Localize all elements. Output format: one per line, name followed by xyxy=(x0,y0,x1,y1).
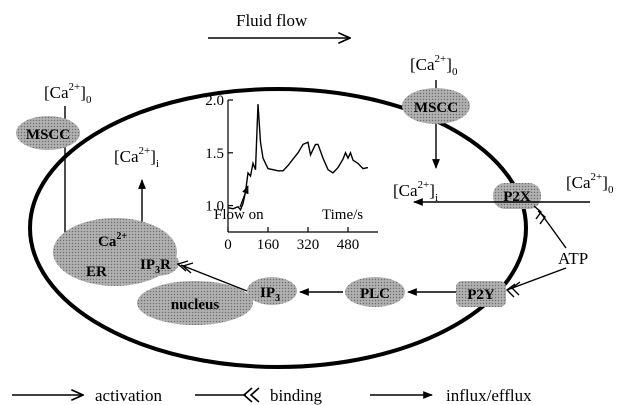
nucleus xyxy=(137,281,253,325)
plc-node xyxy=(345,277,405,307)
inset-y-ticks: 2.0 1.5 1.0 xyxy=(205,93,233,215)
external-ca-top: [Ca2+]0 xyxy=(410,53,458,78)
inset-flow-on-label: Flow on xyxy=(214,207,264,223)
ip3-binding-line xyxy=(180,264,248,292)
fluid-flow-label: Fluid flow xyxy=(236,11,308,30)
mscc-right-channel xyxy=(402,88,470,124)
atp-p2y-chevron-2 xyxy=(510,281,521,296)
inset-x-tick-label: 320 xyxy=(297,237,320,253)
mscc-left-label: MSCC xyxy=(26,127,70,143)
atp-to-p2y-line xyxy=(506,267,567,291)
legend-influx-label: influx/efflux xyxy=(446,386,532,405)
plc-label: PLC xyxy=(360,286,390,302)
inset-y-tick-label: 1.0 xyxy=(205,199,224,215)
legend: activation binding influx/efflux xyxy=(12,386,532,405)
inset-x-tick-label: 0 xyxy=(224,237,232,253)
external-ca-right: [Ca2+]0 xyxy=(566,171,614,196)
inset-time-label: Time/s xyxy=(322,207,363,223)
mscc-left-channel xyxy=(16,116,80,150)
nucleus-label: nucleus xyxy=(171,297,220,313)
ip3r-receptor xyxy=(135,250,179,276)
p2y-receptor xyxy=(456,281,506,307)
ip3-binding-chevron-2 xyxy=(181,262,194,274)
external-ca-left: [Ca2+]0 xyxy=(44,81,92,106)
legend-binding-chevron-2 xyxy=(249,387,260,403)
internal-ca-right: [Ca2+]i xyxy=(393,179,438,204)
inset-x-ticks: 0 160 320 480 xyxy=(224,227,359,253)
mscc-right-label: MSCC xyxy=(414,100,458,116)
inset-y-tick-label: 2.0 xyxy=(205,93,224,109)
ip3-node xyxy=(247,277,297,305)
atp-p2x-chevron-2 xyxy=(537,210,546,225)
ip3-label: IP3 xyxy=(260,285,280,304)
er-ca-ion: Ca2+ xyxy=(98,231,127,250)
atp-label: ATP xyxy=(558,249,588,268)
ip3-binding-chevron-1 xyxy=(176,260,189,272)
internal-ca-left: [Ca2+]i xyxy=(114,145,159,170)
legend-activation-label: activation xyxy=(95,386,163,405)
p2x-label: P2X xyxy=(503,189,531,205)
er-label: ER xyxy=(86,264,107,280)
p2y-label: P2Y xyxy=(467,287,495,303)
inset-series-line xyxy=(227,104,369,212)
inset-y-tick-label: 1.5 xyxy=(205,146,224,162)
inset-x-tick-label: 160 xyxy=(257,237,280,253)
legend-binding-chevron-1 xyxy=(242,387,253,403)
cell-membrane xyxy=(28,87,528,369)
ip3r-label: IP3R xyxy=(140,257,171,276)
atp-p2y-chevron-1 xyxy=(505,283,516,298)
inset-x-tick-label: 480 xyxy=(337,237,360,253)
inset-flow-on-arrow xyxy=(239,185,249,208)
calcium-response-chart: 2.0 1.5 1.0 0 160 320 480 Flow on Time/s xyxy=(205,93,378,253)
legend-binding-label: binding xyxy=(270,386,322,405)
atp-p2x-chevron-1 xyxy=(533,205,542,220)
